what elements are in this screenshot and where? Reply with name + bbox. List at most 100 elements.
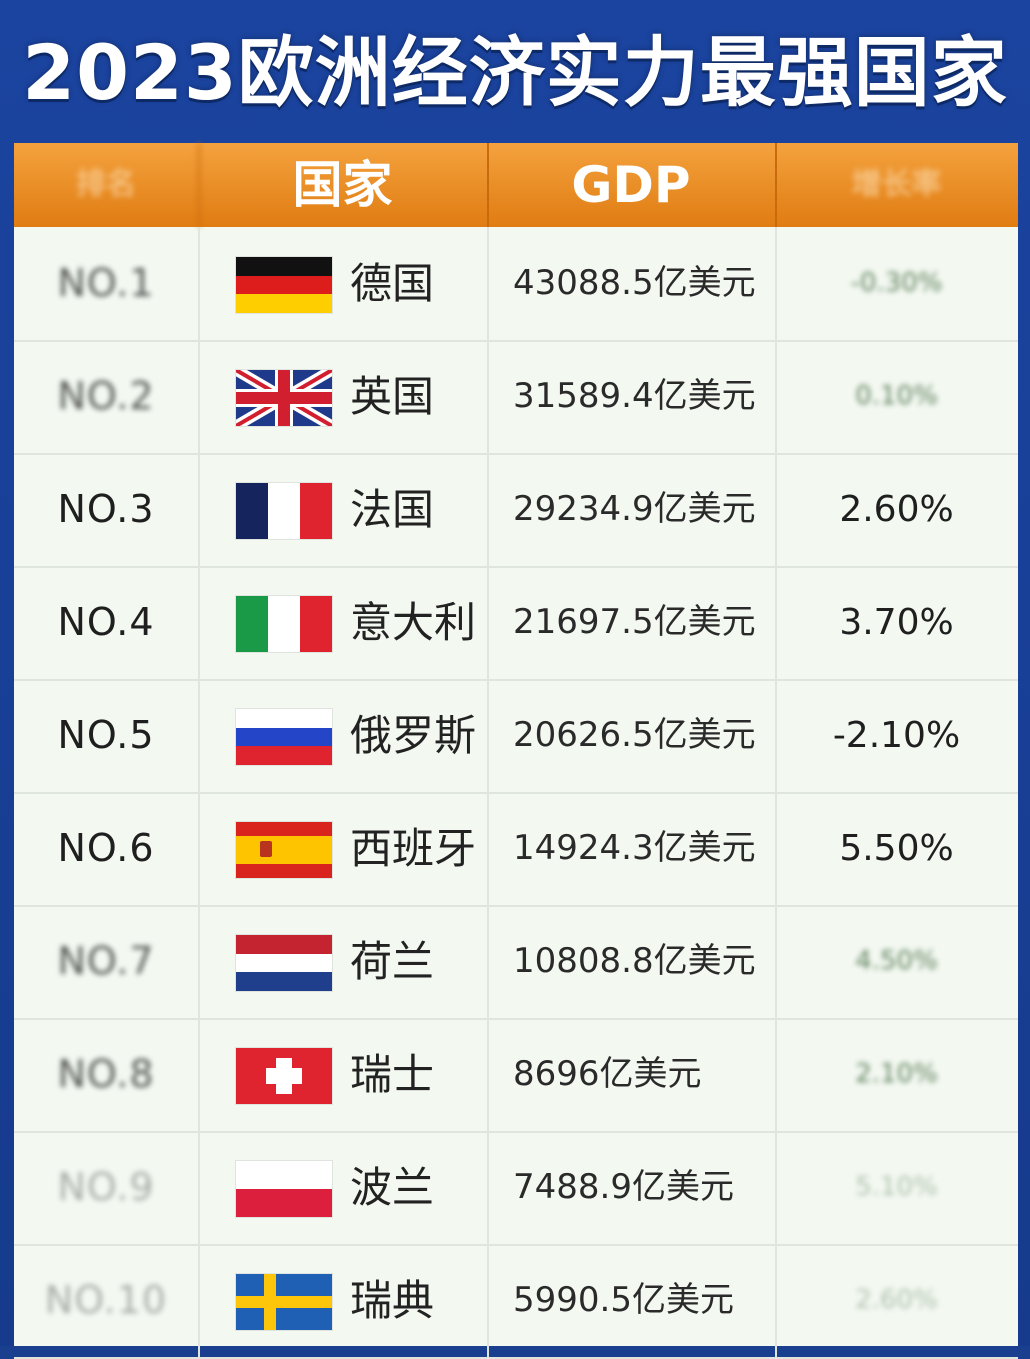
country-cell: 俄罗斯 bbox=[198, 679, 489, 792]
page-title: 2023欧洲经济实力最强国家 bbox=[22, 28, 1008, 117]
growth-value: -2.10% bbox=[832, 715, 961, 756]
gdp-value: 20626.5亿美元 bbox=[513, 715, 756, 755]
gdp-value: 10808.8亿美元 bbox=[513, 941, 756, 981]
gdp-value: 29234.9亿美元 bbox=[513, 489, 756, 529]
country-name: 波兰 bbox=[350, 1163, 435, 1212]
table-row: NO.2 英国 31589.4亿美元 0.10% bbox=[14, 340, 1018, 455]
gdp-cell: 5990.5亿美元 bbox=[487, 1244, 777, 1357]
table-row: NO.10 瑞典 5990.5亿美元 2.60% bbox=[14, 1244, 1018, 1359]
uk-flag-icon bbox=[236, 370, 332, 426]
table-row: NO.4 意大利 21697.5亿美元 3.70% bbox=[14, 566, 1018, 681]
rank-cell: NO.3 bbox=[14, 453, 200, 566]
country-name: 荷兰 bbox=[350, 937, 435, 986]
rank-cell: NO.8 bbox=[14, 1018, 200, 1131]
country-name: 瑞典 bbox=[350, 1276, 435, 1325]
growth-value: 2.60% bbox=[855, 1285, 938, 1315]
russia-flag-icon bbox=[236, 709, 332, 765]
growth-cell: -2.10% bbox=[775, 679, 1018, 792]
rank-cell: NO.9 bbox=[14, 1131, 200, 1244]
country-name: 意大利 bbox=[350, 598, 477, 647]
gdp-value: 7488.9亿美元 bbox=[513, 1167, 734, 1207]
growth-value: 3.70% bbox=[839, 602, 954, 643]
germany-flag-icon bbox=[236, 257, 332, 313]
growth-cell: 0.10% bbox=[775, 340, 1018, 453]
country-cell: 瑞典 bbox=[198, 1244, 489, 1357]
table-row: NO.9 波兰 7488.9亿美元 5.10% bbox=[14, 1131, 1018, 1246]
rank-label: NO.9 bbox=[57, 1165, 155, 1209]
table-row: NO.3 法国 29234.9亿美元 2.60% bbox=[14, 453, 1018, 568]
growth-value: -0.30% bbox=[850, 268, 943, 298]
rank-cell: NO.2 bbox=[14, 340, 200, 453]
growth-cell: 5.10% bbox=[775, 1131, 1018, 1244]
gdp-value: 8696亿美元 bbox=[513, 1054, 702, 1094]
rank-cell: NO.7 bbox=[14, 905, 200, 1018]
header-gdp: GDP bbox=[487, 143, 777, 227]
growth-value: 4.50% bbox=[855, 946, 938, 976]
country-cell: 荷兰 bbox=[198, 905, 489, 1018]
gdp-cell: 14924.3亿美元 bbox=[487, 792, 777, 905]
growth-cell: 4.50% bbox=[775, 905, 1018, 1018]
gdp-table: 排名 国家 GDP 增长率 NO.1 德国 43088.5亿美元 -0.30% … bbox=[14, 143, 1018, 1359]
country-cell: 波兰 bbox=[198, 1131, 489, 1244]
poland-flag-icon bbox=[236, 1161, 332, 1217]
growth-cell: -0.30% bbox=[775, 227, 1018, 340]
growth-value: 2.60% bbox=[839, 489, 954, 530]
rank-cell: NO.5 bbox=[14, 679, 200, 792]
netherlands-flag-icon bbox=[236, 935, 332, 991]
gdp-cell: 21697.5亿美元 bbox=[487, 566, 777, 679]
table-header: 排名 国家 GDP 增长率 bbox=[14, 143, 1018, 227]
country-name: 俄罗斯 bbox=[350, 711, 477, 760]
growth-value: 0.10% bbox=[855, 381, 938, 411]
country-cell: 法国 bbox=[198, 453, 489, 566]
table-row: NO.5 俄罗斯 20626.5亿美元 -2.10% bbox=[14, 679, 1018, 794]
rank-label: NO.8 bbox=[57, 1052, 155, 1096]
gdp-cell: 29234.9亿美元 bbox=[487, 453, 777, 566]
country-name: 德国 bbox=[350, 259, 435, 308]
spain-flag-icon bbox=[236, 822, 332, 878]
header-growth: 增长率 bbox=[851, 167, 942, 202]
rank-cell: NO.10 bbox=[14, 1244, 200, 1357]
gdp-cell: 20626.5亿美元 bbox=[487, 679, 777, 792]
country-name: 英国 bbox=[350, 372, 435, 421]
gdp-cell: 43088.5亿美元 bbox=[487, 227, 777, 340]
italy-flag-icon bbox=[236, 596, 332, 652]
gdp-value: 14924.3亿美元 bbox=[513, 828, 756, 868]
country-cell: 英国 bbox=[198, 340, 489, 453]
country-name: 法国 bbox=[350, 485, 435, 534]
country-cell: 德国 bbox=[198, 227, 489, 340]
rank-cell: NO.1 bbox=[14, 227, 200, 340]
table-row: NO.6 西班牙 14924.3亿美元 5.50% bbox=[14, 792, 1018, 907]
growth-value: 5.10% bbox=[855, 1172, 938, 1202]
growth-cell: 5.50% bbox=[775, 792, 1018, 905]
gdp-cell: 10808.8亿美元 bbox=[487, 905, 777, 1018]
growth-value: 5.50% bbox=[839, 828, 954, 869]
gdp-cell: 7488.9亿美元 bbox=[487, 1131, 777, 1244]
rank-label: NO.1 bbox=[57, 261, 155, 305]
gdp-cell: 8696亿美元 bbox=[487, 1018, 777, 1131]
growth-cell: 2.10% bbox=[775, 1018, 1018, 1131]
gdp-value: 43088.5亿美元 bbox=[513, 263, 756, 303]
country-cell: 瑞士 bbox=[198, 1018, 489, 1131]
rank-label: NO.7 bbox=[57, 939, 155, 983]
gdp-value: 31589.4亿美元 bbox=[513, 376, 756, 416]
growth-cell: 2.60% bbox=[775, 1244, 1018, 1357]
rank-label: NO.4 bbox=[57, 600, 155, 644]
rank-label: NO.6 bbox=[57, 826, 155, 870]
sweden-flag-icon bbox=[236, 1274, 332, 1330]
rank-label: NO.5 bbox=[57, 713, 155, 757]
gdp-value: 5990.5亿美元 bbox=[513, 1280, 734, 1320]
rank-label: NO.2 bbox=[57, 374, 155, 418]
switzerland-flag-icon bbox=[236, 1048, 332, 1104]
gdp-value: 21697.5亿美元 bbox=[513, 602, 756, 642]
rank-label: NO.3 bbox=[57, 487, 155, 531]
gdp-cell: 31589.4亿美元 bbox=[487, 340, 777, 453]
table-row: NO.8 瑞士 8696亿美元 2.10% bbox=[14, 1018, 1018, 1133]
growth-value: 2.10% bbox=[855, 1059, 938, 1089]
country-name: 西班牙 bbox=[350, 824, 477, 873]
header-country: 国家 bbox=[198, 143, 489, 227]
rank-cell: NO.4 bbox=[14, 566, 200, 679]
header-rank: 排名 bbox=[14, 143, 200, 227]
table-row: NO.7 荷兰 10808.8亿美元 4.50% bbox=[14, 905, 1018, 1020]
growth-cell: 3.70% bbox=[775, 566, 1018, 679]
rank-cell: NO.6 bbox=[14, 792, 200, 905]
